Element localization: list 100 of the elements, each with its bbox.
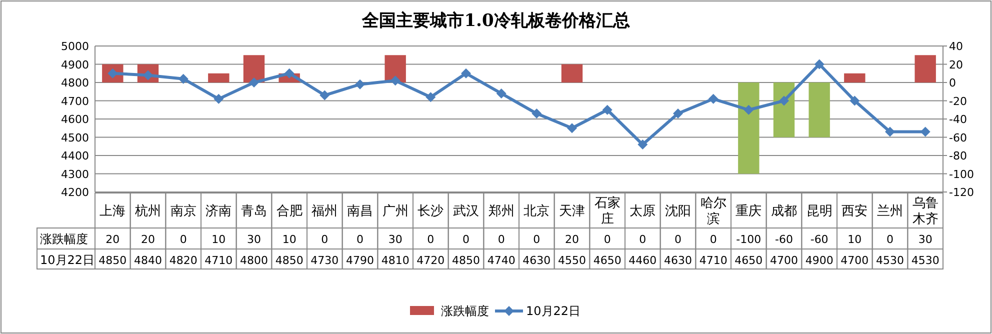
data-label: 4820 [169, 254, 198, 267]
data-label: 0 [356, 233, 364, 246]
x-tick-label: 福州 [312, 204, 338, 219]
data-label: 4630 [522, 254, 551, 267]
data-label: 4720 [416, 254, 445, 267]
point [461, 68, 471, 78]
point [532, 108, 542, 119]
data-label: 4710 [699, 254, 728, 267]
data-label: 4840 [134, 254, 162, 267]
y-tick-label: 4200 [61, 186, 89, 199]
x-tick-label: 重庆 [736, 204, 762, 219]
data-label: 0 [462, 233, 470, 246]
bar [561, 64, 583, 82]
point [284, 68, 294, 78]
x-tick-label: 青岛 [241, 204, 267, 219]
bar [808, 82, 830, 138]
y2-tick-label: -60 [949, 131, 967, 144]
y2-tick-label: -100 [949, 168, 974, 181]
data-label: 4800 [240, 254, 268, 267]
data-label: 0 [321, 233, 328, 246]
x-tick-label: 南昌 [347, 204, 373, 219]
point [744, 104, 754, 115]
legend-label: 10月22日 [526, 304, 581, 318]
x-tick-label: 哈尔滨 [700, 196, 726, 227]
data-label: 0 [180, 233, 187, 246]
point [355, 79, 365, 90]
x-tick-label: 杭州 [134, 204, 161, 219]
point [708, 94, 718, 104]
point [320, 90, 330, 100]
data-label: 10 [282, 233, 296, 246]
data-label: 4530 [911, 254, 940, 267]
data-label: 4900 [805, 254, 834, 267]
point [602, 104, 612, 115]
data-label: -60 [775, 233, 793, 246]
data-label: 10 [848, 233, 862, 246]
data-label: 4700 [770, 254, 798, 267]
y2-tick-label: -120 [949, 186, 974, 199]
x-tick-label: 昆明 [806, 204, 832, 219]
point [178, 74, 188, 84]
data-label: 0 [674, 233, 682, 246]
x-tick-label: 成都 [771, 204, 797, 219]
data-label: 20 [141, 233, 155, 246]
point [814, 59, 824, 70]
data-label: 4730 [310, 254, 339, 267]
data-label: 4650 [593, 254, 622, 267]
y2-tick-label: 40 [949, 40, 963, 53]
x-tick-label: 石家庄 [594, 195, 620, 227]
point [779, 96, 789, 106]
x-tick-label: 西安 [842, 203, 868, 219]
data-label: 10 [212, 233, 226, 246]
point [249, 78, 259, 88]
data-label: 0 [710, 233, 717, 246]
point [390, 76, 400, 86]
y2-tick-label: 0 [949, 76, 956, 90]
data-label: 4700 [840, 254, 869, 267]
y-tick-label: 4800 [61, 76, 89, 90]
y-tick-label: 4300 [61, 168, 89, 181]
data-label: -60 [810, 233, 828, 246]
bar [243, 55, 265, 82]
y-tick-label: 5000 [61, 40, 89, 53]
data-label: 20 [106, 233, 120, 246]
point [567, 123, 577, 134]
data-label: -100 [736, 233, 762, 246]
legend-label: 涨跌幅度 [441, 304, 489, 318]
y2-tick-label: -40 [949, 113, 967, 126]
data-label: 30 [388, 233, 402, 246]
data-label: 4530 [876, 254, 904, 267]
data-label: 0 [604, 233, 611, 246]
point [885, 126, 895, 137]
data-label: 30 [918, 233, 932, 246]
data-label: 20 [565, 233, 579, 246]
y2-tick-label: -20 [949, 94, 967, 108]
data-label: 0 [886, 233, 894, 246]
point [214, 94, 224, 104]
x-tick-label: 兰州 [877, 204, 903, 219]
y-tick-label: 4700 [61, 94, 89, 108]
bar [914, 55, 936, 82]
data-label: 4550 [558, 254, 586, 267]
x-tick-label: 广州 [382, 204, 408, 219]
bar [844, 73, 866, 82]
y-tick-label: 4900 [61, 58, 89, 72]
data-label: 4850 [275, 254, 304, 267]
data-label: 0 [533, 233, 540, 246]
x-tick-label: 北京 [524, 204, 550, 219]
chart-title: 全国主要城市1.0冷轧板卷价格汇总 [361, 11, 630, 31]
x-tick-label: 合肥 [276, 204, 302, 219]
data-label: 0 [427, 233, 434, 246]
data-label: 4850 [98, 254, 127, 267]
x-tick-label: 郑州 [488, 204, 514, 219]
x-tick-label: 济南 [206, 204, 232, 219]
data-label: 0 [498, 233, 505, 246]
x-tick-label: 沈阳 [665, 204, 691, 219]
data-label: 4710 [204, 254, 233, 267]
data-label: 4630 [664, 254, 692, 267]
point [426, 92, 436, 102]
point [920, 126, 930, 137]
data-label: 4650 [734, 254, 763, 267]
y2-tick-label: -80 [949, 150, 967, 162]
x-tick-label: 天津 [559, 204, 585, 219]
data-label: 4460 [628, 254, 657, 267]
